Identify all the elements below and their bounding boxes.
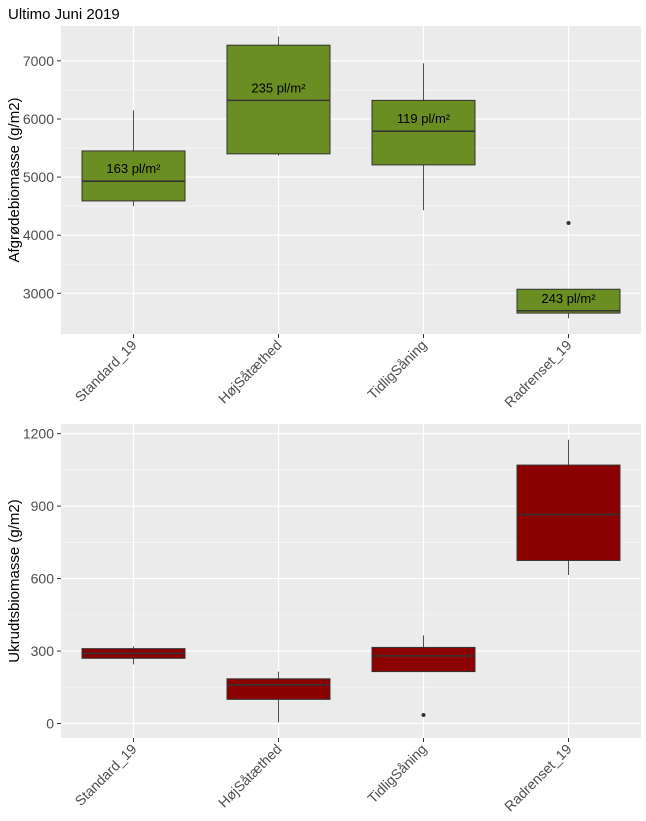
y-tick-label: 4000	[23, 227, 54, 243]
y-tick-label: 600	[31, 571, 55, 587]
outlier-point	[566, 221, 571, 226]
y-tick-label: 0	[46, 716, 54, 732]
x-tick-label: HøjSåtæthed	[215, 741, 285, 811]
y-tick-label: 5000	[23, 169, 54, 185]
box-label: 235 pl/m²	[251, 80, 306, 95]
outlier-point	[421, 713, 426, 718]
x-tick-label: Radrenset_19	[501, 741, 575, 815]
chart-title: Ultimo Juni 2019	[8, 6, 120, 23]
box-label: 119 pl/m²	[397, 111, 451, 126]
x-tick-label: Standard_19	[72, 337, 140, 405]
box	[516, 464, 621, 561]
x-axis-ticks: Standard_19 HøjSåtæthed TidligSåning Radren…	[72, 334, 575, 410]
crop-biomass-chart: Ultimo Juni 2019 163 pl/m² 235 pl/m² 119 p…	[6, 6, 641, 410]
box-label: 243 pl/m²	[541, 291, 596, 306]
x-tick-label: TidligSåning	[364, 741, 429, 806]
y-axis-ticks: 3000 4000 5000 6000 7000	[23, 53, 61, 301]
y-axis-title: Afgrødebiomasse (g/m2)	[6, 97, 23, 262]
x-tick-label: Standard_19	[72, 741, 140, 809]
box	[516, 288, 621, 314]
y-tick-label: 3000	[23, 285, 54, 301]
box	[81, 150, 186, 202]
y-tick-label: 900	[31, 498, 55, 514]
y-tick-label: 1200	[23, 426, 54, 442]
y-axis-title: Ukrudtsbiomasse (g/m2)	[6, 499, 23, 662]
box	[371, 646, 476, 673]
x-tick-label: HøjSåtæthed	[215, 337, 285, 407]
x-axis-ticks: Standard_19 HøjSåtæthed TidligSåning Radren…	[72, 738, 575, 814]
weed-biomass-chart: 0 300 600 900 1200 Standard_19 HøjSåtæthed Tid…	[6, 424, 641, 814]
y-axis-ticks: 0 300 600 900 1200	[23, 426, 61, 732]
y-tick-label: 6000	[23, 111, 54, 127]
x-tick-label: TidligSåning	[364, 337, 429, 402]
x-tick-label: Radrenset_19	[501, 337, 575, 411]
box	[371, 99, 476, 166]
boxes: 163 pl/m² 235 pl/m² 119 pl/m² 243 pl/m²	[81, 36, 621, 319]
box-label: 163 pl/m²	[106, 161, 161, 176]
boxes	[81, 439, 621, 723]
y-tick-label: 7000	[23, 53, 54, 69]
y-tick-label: 300	[31, 643, 55, 659]
box	[226, 44, 331, 155]
box	[226, 678, 331, 700]
